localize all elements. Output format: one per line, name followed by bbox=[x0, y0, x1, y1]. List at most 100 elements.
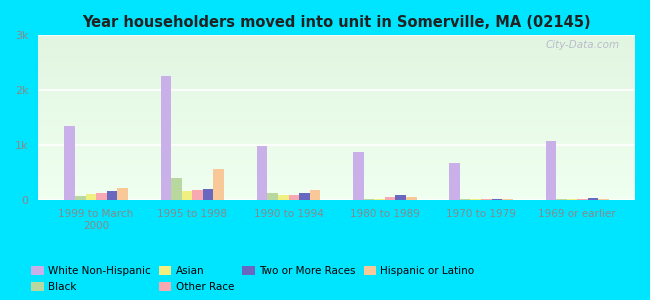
Bar bbox=[38, 122, 635, 124]
Bar bbox=[38, 60, 635, 61]
Bar bbox=[38, 198, 635, 200]
Bar bbox=[38, 101, 635, 103]
Bar bbox=[38, 35, 635, 37]
Bar bbox=[38, 76, 635, 78]
Bar bbox=[38, 39, 635, 40]
Bar bbox=[38, 196, 635, 198]
Bar bbox=[38, 188, 635, 190]
Bar bbox=[38, 61, 635, 63]
Bar bbox=[38, 146, 635, 147]
Bar bbox=[38, 109, 635, 111]
Bar bbox=[588, 198, 599, 200]
Bar bbox=[363, 199, 374, 200]
Bar bbox=[395, 195, 406, 200]
Bar bbox=[75, 196, 86, 200]
Bar bbox=[38, 195, 635, 197]
Bar bbox=[38, 126, 635, 127]
Bar bbox=[38, 157, 635, 159]
Bar bbox=[38, 50, 635, 52]
Bar bbox=[278, 195, 289, 200]
Bar bbox=[38, 65, 635, 67]
Bar bbox=[38, 73, 635, 75]
Bar bbox=[545, 140, 556, 200]
Bar bbox=[38, 47, 635, 49]
Bar bbox=[38, 70, 635, 71]
Bar bbox=[38, 106, 635, 108]
Bar bbox=[38, 131, 635, 132]
Bar bbox=[38, 129, 635, 131]
Bar bbox=[38, 116, 635, 118]
Bar bbox=[38, 49, 635, 50]
Bar bbox=[38, 170, 635, 172]
Bar bbox=[38, 53, 635, 55]
Bar bbox=[38, 52, 635, 53]
Bar bbox=[38, 160, 635, 162]
Bar bbox=[310, 190, 320, 200]
Bar bbox=[38, 114, 635, 116]
Bar bbox=[213, 169, 224, 200]
Bar bbox=[38, 169, 635, 170]
Bar bbox=[38, 55, 635, 57]
Bar bbox=[38, 93, 635, 94]
Bar bbox=[192, 190, 203, 200]
Bar bbox=[86, 194, 96, 200]
Bar bbox=[38, 150, 635, 152]
Bar bbox=[38, 175, 635, 177]
Bar bbox=[38, 190, 635, 191]
Bar bbox=[38, 112, 635, 114]
Bar bbox=[38, 108, 635, 109]
Bar bbox=[38, 67, 635, 68]
Bar bbox=[38, 63, 635, 65]
Bar bbox=[460, 199, 471, 200]
Bar bbox=[38, 71, 635, 73]
Bar bbox=[38, 140, 635, 142]
Bar bbox=[38, 40, 635, 42]
Bar bbox=[38, 191, 635, 193]
Bar bbox=[38, 86, 635, 88]
Bar bbox=[38, 111, 635, 112]
Bar bbox=[38, 75, 635, 76]
Bar bbox=[38, 167, 635, 169]
Bar bbox=[38, 90, 635, 91]
Bar bbox=[38, 154, 635, 155]
Bar bbox=[38, 187, 635, 188]
Bar bbox=[38, 98, 635, 99]
Bar bbox=[38, 165, 635, 167]
Bar bbox=[38, 178, 635, 180]
Bar bbox=[449, 163, 460, 200]
Bar bbox=[38, 137, 635, 139]
Bar bbox=[117, 188, 128, 200]
Bar bbox=[374, 199, 385, 200]
Bar bbox=[38, 99, 635, 101]
Bar bbox=[38, 85, 635, 86]
Bar bbox=[38, 103, 635, 104]
Bar bbox=[38, 42, 635, 44]
Bar bbox=[556, 199, 567, 200]
Bar bbox=[299, 193, 310, 200]
Bar bbox=[38, 58, 635, 60]
Bar bbox=[38, 44, 635, 45]
Bar bbox=[38, 81, 635, 83]
Bar bbox=[38, 68, 635, 70]
Legend: White Non-Hispanic, Black, Asian, Other Race, Two or More Races, Hispanic or Lat: White Non-Hispanic, Black, Asian, Other … bbox=[31, 266, 474, 292]
Bar bbox=[38, 57, 635, 58]
Bar bbox=[38, 88, 635, 90]
Bar bbox=[38, 104, 635, 106]
Bar bbox=[96, 193, 107, 200]
Bar bbox=[257, 146, 267, 200]
Bar bbox=[289, 195, 299, 200]
Bar bbox=[406, 197, 417, 200]
Bar bbox=[171, 178, 182, 200]
Bar bbox=[64, 126, 75, 200]
Bar bbox=[38, 172, 635, 173]
Bar bbox=[161, 76, 171, 200]
Bar bbox=[38, 136, 635, 137]
Bar bbox=[38, 121, 635, 122]
Bar bbox=[38, 147, 635, 149]
Bar bbox=[38, 149, 635, 150]
Bar bbox=[385, 197, 395, 200]
Bar bbox=[38, 96, 635, 98]
Bar bbox=[38, 124, 635, 126]
Bar bbox=[353, 152, 363, 200]
Bar bbox=[38, 193, 635, 195]
